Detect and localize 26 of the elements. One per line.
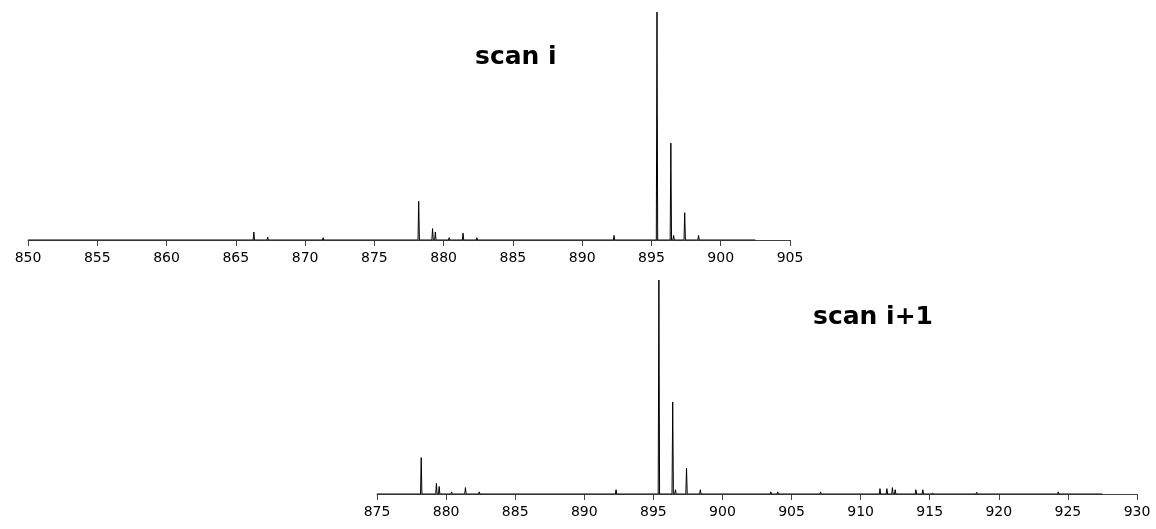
x-tick-label: 895	[638, 249, 665, 265]
x-tick-label: 930	[1123, 503, 1151, 519]
text: scan i+1	[813, 301, 933, 330]
x-tick-label: 910	[847, 503, 874, 519]
text: scan i	[475, 41, 557, 70]
x-tick-label: 885	[501, 503, 529, 519]
x-tick-label: 865	[222, 249, 250, 265]
x-tick-label: 905	[776, 249, 804, 265]
x-tick-label: 900	[709, 503, 736, 519]
x-tick-label: 915	[916, 503, 944, 519]
x-tick-label: 900	[707, 249, 735, 265]
x-tick-label: 875	[363, 503, 391, 519]
x-tick-label: 850	[14, 249, 42, 265]
x-tick-label: 890	[568, 249, 596, 265]
x-tick-label: 855	[83, 249, 111, 265]
x-tick-label: 885	[499, 249, 527, 265]
x-tick-label: 860	[153, 249, 180, 265]
x-tick-label: 890	[570, 503, 598, 519]
x-tick-label: 875	[361, 249, 388, 265]
x-tick-label: 880	[432, 503, 460, 519]
x-tick-label: 895	[640, 503, 667, 519]
x-tick-label: 925	[1054, 503, 1082, 519]
x-tick-label: 870	[291, 249, 319, 265]
x-tick-label: 905	[778, 503, 805, 519]
x-tick-label: 880	[430, 249, 457, 265]
x-tick-label: 920	[985, 503, 1013, 519]
